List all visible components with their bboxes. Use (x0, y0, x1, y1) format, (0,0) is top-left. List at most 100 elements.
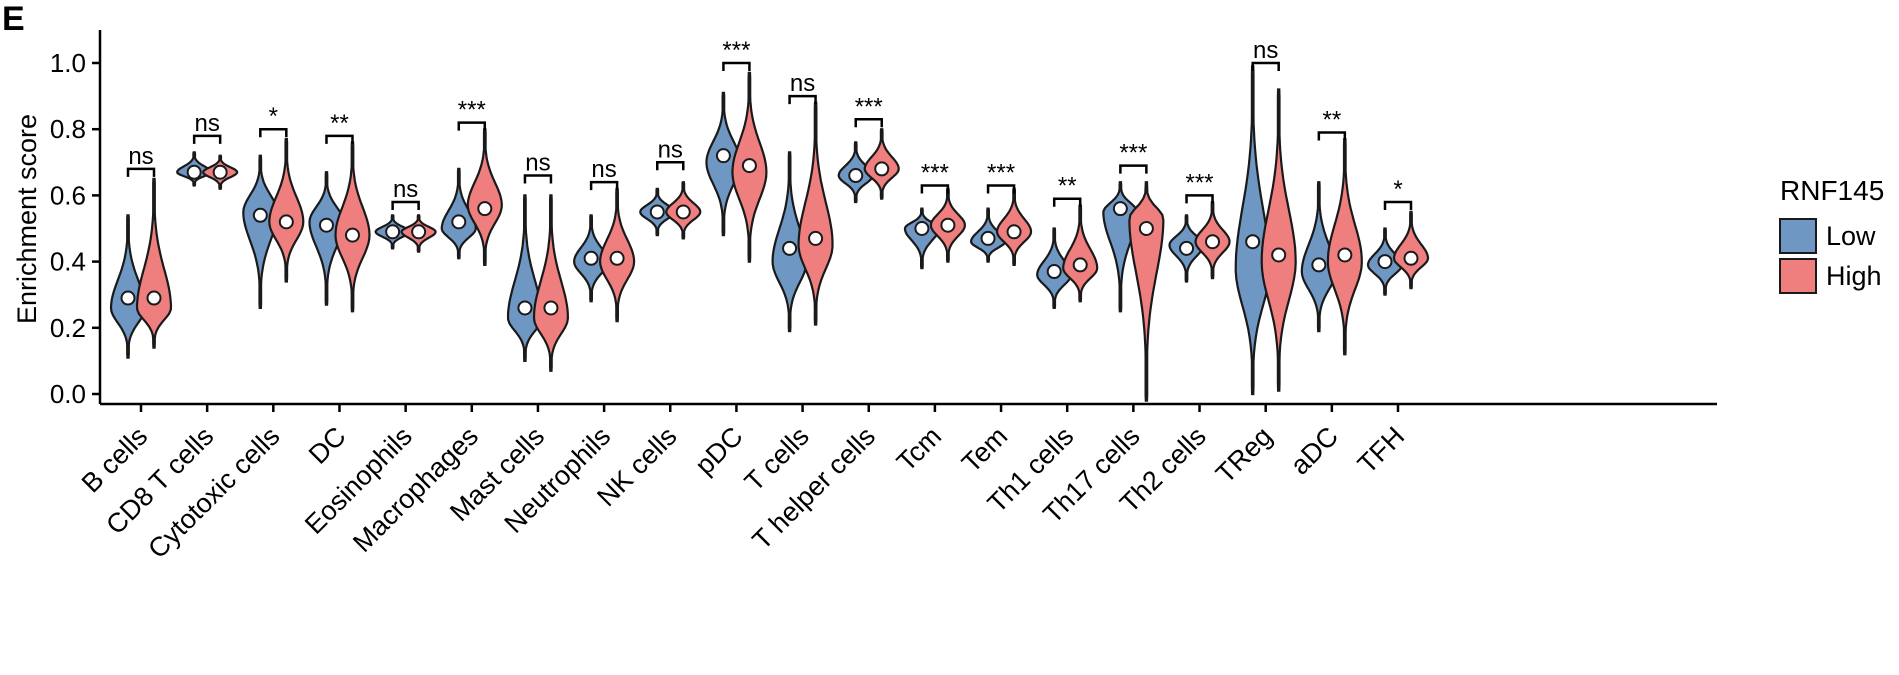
violin-high (1260, 88, 1297, 392)
x-tick-label: TReg (1210, 421, 1278, 489)
y-tick-label: 0.0 (50, 379, 86, 409)
violin-high (1392, 210, 1430, 290)
significance-label: ** (1322, 107, 1341, 134)
median-point-high (344, 227, 360, 243)
median-point-high (1271, 247, 1287, 263)
median-point-high (1337, 247, 1353, 263)
median-point-high (1205, 234, 1221, 250)
significance-label: *** (987, 159, 1015, 186)
significance-label: ns (591, 156, 616, 183)
legend-key-high (1779, 258, 1817, 294)
median-point-high (1403, 250, 1419, 266)
median-point-low (1179, 240, 1195, 256)
violin-high (532, 194, 570, 372)
median-point-low (649, 204, 665, 220)
significance-label: ns (1253, 37, 1278, 64)
y-tick-label: 1.0 (50, 48, 86, 78)
x-tick-label: aDC (1285, 421, 1344, 480)
significance-label: *** (722, 37, 750, 64)
median-point-high (940, 217, 956, 233)
median-point-high (675, 204, 691, 220)
significance-bracket (854, 118, 883, 128)
violin-low (506, 194, 544, 362)
median-point-high (278, 214, 294, 230)
significance-label: ns (194, 110, 219, 137)
median-point-high (1006, 224, 1022, 240)
y-tick-label: 0.6 (50, 180, 86, 210)
significance-bracket (1119, 164, 1148, 174)
significance-bracket (192, 134, 222, 144)
significance-bracket (325, 134, 354, 144)
violin-high (334, 141, 371, 313)
median-point-high (741, 158, 757, 174)
x-tick-label: pDC (689, 421, 748, 480)
x-tick-label: DC (303, 421, 352, 470)
median-point-low (1046, 264, 1062, 280)
median-point-low (120, 290, 136, 306)
significance-label: ns (525, 150, 550, 177)
significance-label: ** (1058, 173, 1077, 200)
median-point-low (517, 300, 533, 316)
median-point-high (212, 164, 228, 180)
median-point-low (848, 168, 864, 184)
median-point-high (1072, 257, 1088, 273)
significance-bracket (656, 161, 685, 171)
significance-bracket (986, 184, 1016, 194)
violin-high (268, 138, 305, 283)
legend-title: RNF145 (1780, 175, 1884, 206)
median-point-low (1245, 234, 1261, 250)
median-point-high (477, 201, 493, 217)
significance-bracket (788, 94, 817, 105)
violin-high (1062, 204, 1099, 303)
significance-bracket (1052, 197, 1082, 207)
significance-bracket (391, 200, 420, 211)
violin-high (1326, 138, 1363, 356)
violin-low (705, 91, 742, 237)
significance-label: *** (458, 97, 486, 124)
violin-low (1234, 65, 1271, 396)
significance-bracket (1185, 194, 1214, 204)
x-tick-label: TFH (1352, 421, 1410, 479)
y-tick-label: 0.4 (50, 247, 86, 277)
median-point-low (1311, 257, 1327, 273)
y-tick-label: 0.8 (50, 114, 86, 144)
significance-bracket (1251, 61, 1280, 71)
significance-label: *** (1186, 169, 1214, 196)
legend: RNF145 Low High (1779, 175, 1884, 294)
legend-label-low: Low (1826, 221, 1876, 251)
median-point-high (874, 161, 890, 177)
violin-low (440, 167, 477, 260)
median-point-high (543, 300, 559, 316)
significance-label: ** (330, 110, 349, 137)
violin-high (135, 177, 173, 349)
y-ticks: 0.0 0.2 0.4 0.6 0.8 1.0 (50, 48, 100, 409)
x-tick-label: Tcm (891, 421, 947, 477)
significance-bracket (1383, 200, 1413, 211)
median-point-low (980, 230, 996, 246)
median-point-high (609, 250, 625, 266)
significance-label: *** (1119, 140, 1147, 167)
violin-layer (109, 65, 1430, 402)
significance-bracket (1317, 131, 1347, 141)
violin-high (466, 128, 503, 266)
y-tick-label: 0.2 (50, 313, 86, 343)
significance-bracket (523, 174, 553, 184)
significance-label: ns (658, 136, 683, 163)
significance-label: * (269, 103, 278, 130)
significance-bracket (589, 180, 619, 191)
significance-bracket (722, 61, 751, 71)
significance-label: *** (855, 93, 883, 120)
significance-bracket (457, 121, 487, 131)
significance-bracket (259, 127, 288, 138)
median-point-low (1377, 254, 1393, 270)
median-point-low (715, 148, 731, 164)
median-point-low (385, 224, 401, 240)
median-point-low (318, 217, 334, 233)
x-tick-label: Tem (956, 421, 1013, 478)
median-point-low (252, 207, 268, 223)
violin-high (797, 101, 834, 326)
median-point-high (411, 224, 427, 240)
